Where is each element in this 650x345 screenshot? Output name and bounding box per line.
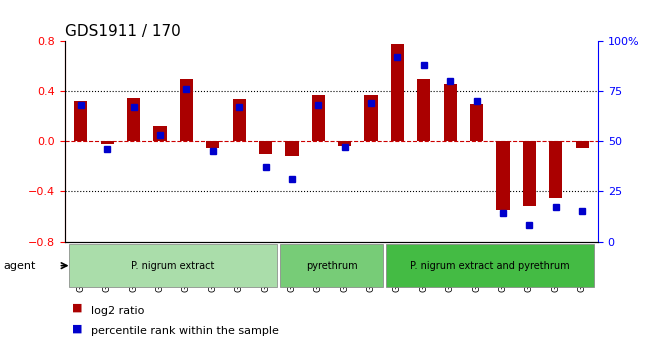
Bar <box>575 141 589 148</box>
Bar <box>233 99 246 141</box>
Text: P. nigrum extract: P. nigrum extract <box>131 261 215 270</box>
Bar <box>206 141 219 148</box>
FancyBboxPatch shape <box>385 244 594 287</box>
Bar <box>497 141 510 210</box>
Text: pyrethrum: pyrethrum <box>306 261 358 270</box>
Text: agent: agent <box>3 261 36 270</box>
Bar <box>180 79 193 141</box>
Bar <box>338 141 351 146</box>
Text: GDS1911 / 170: GDS1911 / 170 <box>65 24 181 39</box>
Bar <box>74 101 88 141</box>
Text: log2 ratio: log2 ratio <box>91 306 144 315</box>
Bar <box>285 141 298 156</box>
Text: percentile rank within the sample: percentile rank within the sample <box>91 326 279 336</box>
Text: ■: ■ <box>72 323 82 333</box>
Bar <box>470 104 483 141</box>
Bar <box>259 141 272 154</box>
Text: P. nigrum extract and pyrethrum: P. nigrum extract and pyrethrum <box>410 261 569 270</box>
Bar <box>101 141 114 144</box>
Bar <box>153 126 166 141</box>
Bar <box>523 141 536 206</box>
Bar <box>549 141 562 198</box>
Bar <box>365 95 378 141</box>
Bar <box>444 84 457 141</box>
FancyBboxPatch shape <box>69 244 278 287</box>
Bar <box>417 79 430 141</box>
FancyBboxPatch shape <box>280 244 383 287</box>
Bar <box>391 44 404 141</box>
Bar <box>312 95 325 141</box>
Bar <box>127 98 140 141</box>
Text: ■: ■ <box>72 303 82 313</box>
